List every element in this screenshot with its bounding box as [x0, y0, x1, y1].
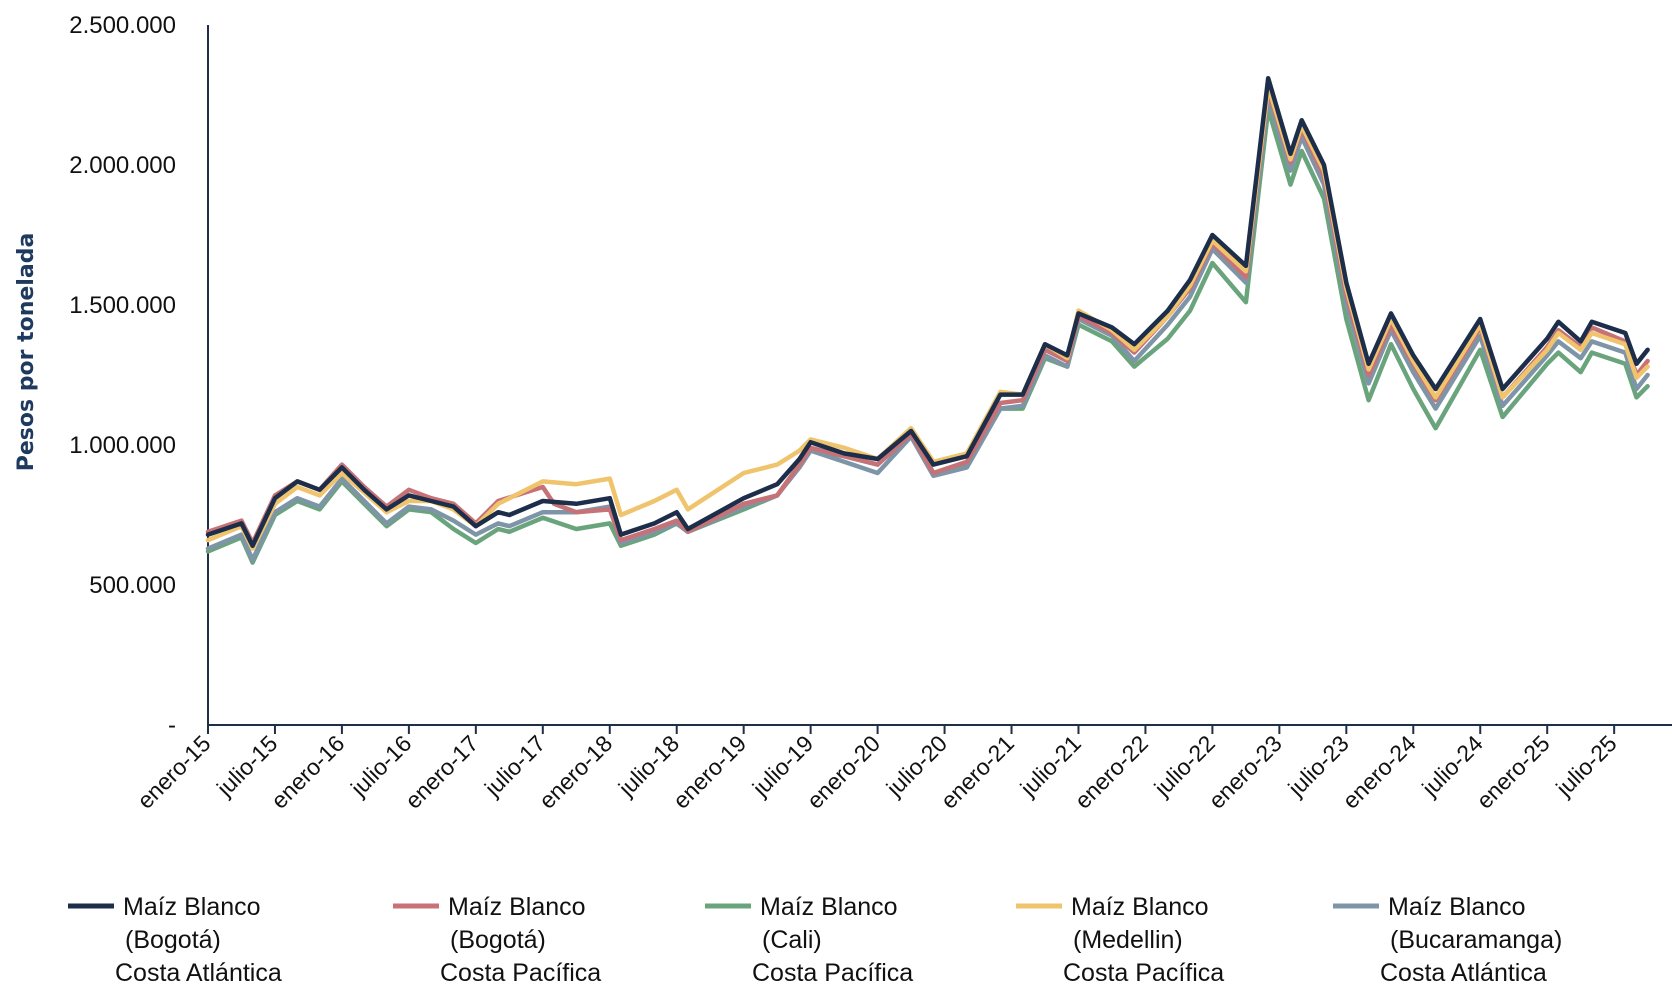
legend-label-3: (Cali) [762, 926, 822, 954]
x-tick-label: enero-15 [132, 730, 215, 813]
x-tick-label: enero-22 [1069, 730, 1152, 813]
legend-label-5: (Bucaramanga) [1390, 926, 1562, 954]
legend-label-2: (Bogotá) [450, 926, 546, 954]
legend-label-4: Maíz Blanco [1071, 893, 1209, 921]
y-tick-label: 1.000.000 [69, 432, 176, 459]
series-line-5 [205, 95, 1650, 563]
y-tick-label: - [168, 712, 176, 739]
y-axis-title: Pesos por tonelada [14, 233, 39, 472]
series-line-4 [205, 84, 1650, 551]
x-tick-label: enero-21 [936, 730, 1019, 813]
x-tick-label: enero-19 [668, 730, 751, 813]
legend-label-1: (Bogotá) [125, 926, 221, 954]
legend-label-5: Costa Atlántica [1380, 959, 1547, 987]
y-tick-label: 2.500.000 [69, 12, 176, 39]
y-tick-label: 1.500.000 [69, 292, 176, 319]
y-tick-label: 2.000.000 [69, 152, 176, 179]
x-tick-label: enero-24 [1337, 730, 1421, 814]
legend-label-3: Costa Pacífica [752, 959, 913, 987]
x-tick-label: julio-25 [1550, 730, 1622, 802]
legend-label-4: Costa Pacífica [1063, 959, 1224, 987]
legend-label-4: (Medellin) [1073, 926, 1183, 954]
legend-label-5: Maíz Blanco [1388, 893, 1526, 921]
x-tick-label: enero-18 [534, 730, 617, 813]
legend-label-1: Costa Atlántica [115, 959, 282, 987]
series-line-2 [205, 87, 1650, 546]
legend-label-1: Maíz Blanco [123, 893, 261, 921]
legend-label-2: Maíz Blanco [448, 893, 586, 921]
legend-label-2: Costa Pacífica [440, 959, 601, 987]
y-tick-label: 500.000 [89, 572, 176, 599]
legend-label-3: Maíz Blanco [760, 893, 898, 921]
legend: Maíz Blanco (Bogotá) Costa Atlántica Maíz B… [68, 893, 1562, 987]
series-line-1 [205, 75, 1650, 549]
x-tick-label: enero-25 [1471, 730, 1554, 813]
x-tick-label: enero-23 [1203, 730, 1286, 813]
x-tick-label: enero-16 [266, 730, 349, 813]
x-tick-label: enero-17 [400, 730, 483, 813]
x-tick-label: enero-20 [802, 730, 885, 813]
